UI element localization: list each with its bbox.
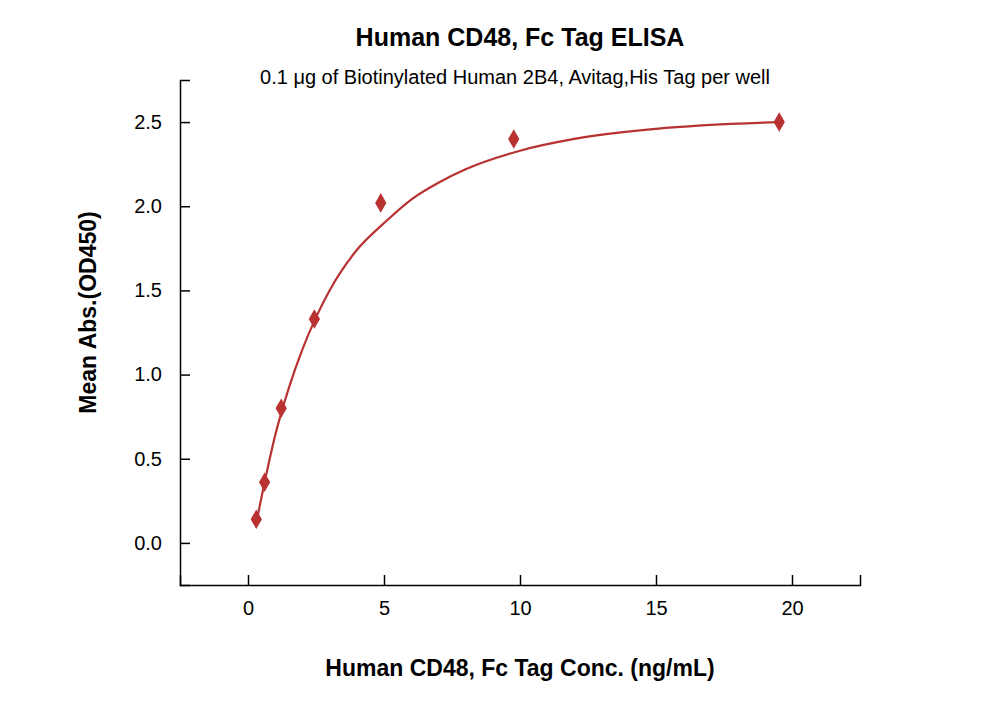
subtitle: 0.1 μg of Biotinylated Human 2B4, Avitag… <box>260 66 770 88</box>
y-axis-title: Mean Abs.(OD450) <box>75 211 101 413</box>
y-tick: 2.0 <box>134 195 190 217</box>
x-tick: 15 <box>645 575 667 619</box>
x-tick-mark <box>792 575 794 585</box>
x-axis-line <box>181 575 861 586</box>
y-tick-mark <box>180 206 190 208</box>
data-point <box>309 309 320 329</box>
x-tick-label: 0 <box>243 597 254 619</box>
x-tick: 20 <box>781 575 803 619</box>
y-tick-label: 1.5 <box>134 279 162 301</box>
x-tick-mark <box>248 575 250 585</box>
x-tick-label: 5 <box>379 597 390 619</box>
x-tick-mark <box>520 575 522 585</box>
data-point <box>375 193 386 213</box>
y-tick-label: 0.5 <box>134 448 162 470</box>
marks <box>251 112 785 529</box>
x-tick-mark <box>384 575 386 585</box>
chart: 0 5 10 15 20 0.0 0.5 1.0 1.5 2.0 2.5 Human CD48, Fc… <box>0 0 1000 702</box>
x-tick: 5 <box>379 575 390 619</box>
plot-area: 0 5 10 15 20 0.0 0.5 1.0 1.5 2.0 2.5 <box>134 81 860 620</box>
x-axis: 0 5 10 15 20 <box>181 575 861 619</box>
x-tick-label: 15 <box>645 597 667 619</box>
y-axis-line <box>181 81 191 586</box>
x-tick: 0 <box>243 575 254 619</box>
y-axis: 0.0 0.5 1.0 1.5 2.0 2.5 <box>134 81 190 586</box>
y-tick-label: 0.0 <box>134 532 162 554</box>
y-tick: 1.0 <box>134 363 190 385</box>
y-tick-label: 1.0 <box>134 363 162 385</box>
data-point <box>774 112 785 132</box>
data-point <box>251 510 262 530</box>
y-tick: 0.0 <box>134 532 190 554</box>
data-point <box>259 473 270 493</box>
fit-line <box>256 122 779 523</box>
y-tick: 2.5 <box>134 111 190 133</box>
x-tick-label: 10 <box>509 597 531 619</box>
y-tick-mark <box>180 374 190 376</box>
x-tick-mark <box>656 575 658 585</box>
y-tick-label: 2.5 <box>134 111 162 133</box>
x-tick-label: 20 <box>781 597 803 619</box>
x-tick: 10 <box>509 575 531 619</box>
data-point <box>508 129 519 149</box>
x-axis-title: Human CD48, Fc Tag Conc. (ng/mL) <box>325 655 714 681</box>
y-tick: 0.5 <box>134 448 190 470</box>
y-tick: 1.5 <box>134 279 190 301</box>
title: Human CD48, Fc Tag ELISA <box>356 23 685 51</box>
y-tick-mark <box>180 290 190 292</box>
y-tick-label: 2.0 <box>134 195 162 217</box>
y-tick-mark <box>180 543 190 545</box>
y-tick-mark <box>180 122 190 124</box>
y-tick-mark <box>180 459 190 461</box>
data-point <box>276 398 287 418</box>
